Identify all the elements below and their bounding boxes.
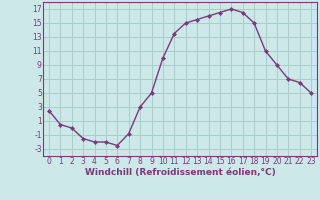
X-axis label: Windchill (Refroidissement éolien,°C): Windchill (Refroidissement éolien,°C) [84,168,276,177]
